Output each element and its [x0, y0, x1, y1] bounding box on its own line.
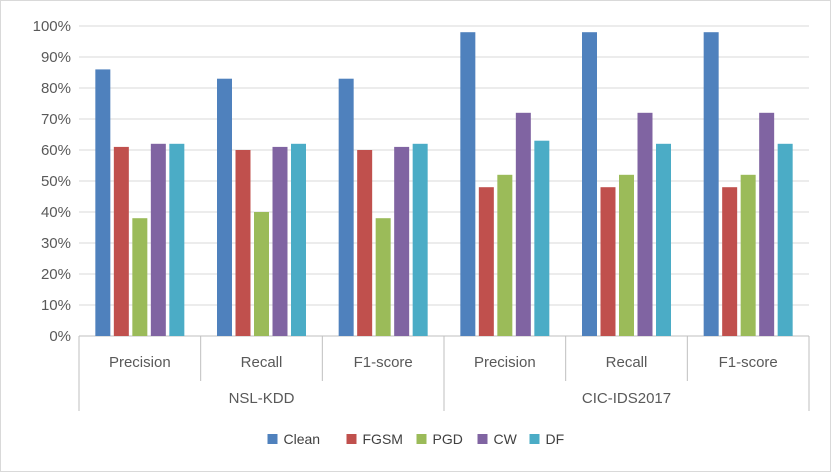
- bar-clean-6: [703, 32, 719, 336]
- bar-pgd-2: [254, 212, 269, 336]
- bar-fgsm-6: [722, 187, 738, 336]
- y-tick-label: 100%: [33, 18, 71, 35]
- legend-label-df: DF: [546, 431, 565, 447]
- bar-pgd-5: [619, 174, 634, 336]
- bar-pgd-3: [375, 218, 391, 336]
- bar-cw-1: [150, 143, 166, 336]
- x-category-label: Recall: [606, 354, 648, 371]
- y-tick-label: 0%: [49, 328, 71, 345]
- bar-cw-5: [637, 112, 653, 336]
- bar-df-4: [534, 140, 550, 336]
- y-tick-label: 90%: [41, 49, 71, 66]
- bar-clean-4: [460, 32, 476, 336]
- y-tick-label: 30%: [41, 235, 71, 252]
- legend-label-clean: Clean: [284, 431, 321, 447]
- y-tick-label: 10%: [41, 297, 71, 314]
- bar-fgsm-2: [235, 150, 251, 336]
- x-group-label: CIC-IDS2017: [582, 390, 671, 407]
- y-tick-label: 60%: [41, 142, 71, 159]
- y-tick-label: 50%: [41, 173, 71, 190]
- bar-pgd-1: [132, 218, 148, 336]
- bar-clean-3: [338, 78, 354, 336]
- bar-clean-1: [95, 69, 111, 337]
- x-category-label: Recall: [241, 354, 283, 371]
- x-category-label: F1-score: [354, 354, 413, 371]
- bar-fgsm-3: [357, 150, 373, 336]
- legend-swatch-df: [529, 434, 540, 444]
- bar-df-3: [412, 143, 428, 336]
- legend-label-cw: CW: [494, 431, 518, 447]
- bar-cw-3: [394, 146, 410, 336]
- bar-cw-4: [515, 112, 531, 336]
- bar-cw-2: [272, 146, 288, 336]
- legend-swatch-clean: [267, 434, 278, 444]
- legend-swatch-pgd: [416, 434, 427, 444]
- bar-pgd-6: [740, 174, 756, 336]
- x-group-label: NSL-KDD: [229, 390, 295, 407]
- legend-label-fgsm: FGSM: [363, 431, 403, 447]
- bar-fgsm-5: [600, 187, 616, 336]
- bar-fgsm-1: [113, 146, 129, 336]
- bar-pgd-4: [497, 174, 513, 336]
- y-tick-label: 40%: [41, 204, 71, 221]
- legend-swatch-fgsm: [346, 434, 357, 444]
- bar-clean-2: [217, 78, 232, 336]
- y-tick-label: 80%: [41, 80, 71, 97]
- bar-df-2: [291, 143, 306, 336]
- bar-cw-6: [759, 112, 775, 336]
- bar-df-5: [656, 143, 671, 336]
- bar-df-6: [777, 143, 793, 336]
- legend-swatch-cw: [477, 434, 488, 444]
- bar-df-1: [169, 143, 185, 336]
- y-tick-label: 70%: [41, 111, 71, 128]
- y-tick-label: 20%: [41, 266, 71, 283]
- x-category-label: Precision: [109, 354, 171, 371]
- legend-label-pgd: PGD: [433, 431, 463, 447]
- x-category-label: Precision: [474, 354, 536, 371]
- bar-fgsm-4: [478, 187, 494, 336]
- x-category-label: F1-score: [719, 354, 778, 371]
- bar-clean-5: [582, 32, 597, 336]
